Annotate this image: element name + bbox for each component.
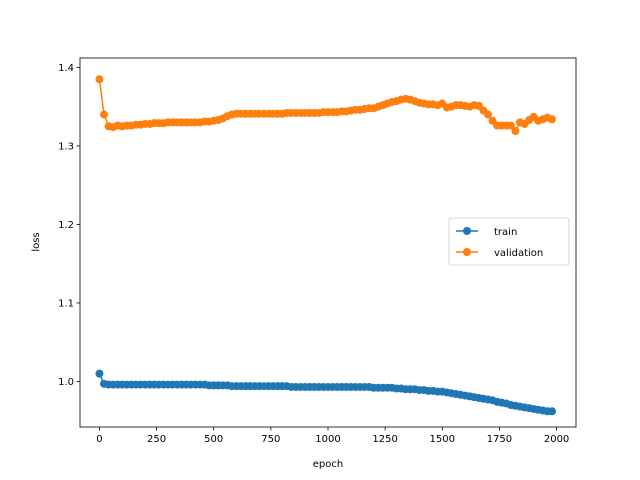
series-train — [95, 369, 556, 416]
x-tick-label: 1000 — [315, 434, 340, 445]
series-validation — [95, 75, 556, 136]
legend: train validation — [448, 217, 570, 266]
y-tick-label: 1.4 — [58, 63, 74, 74]
x-tick-label: 750 — [261, 434, 280, 445]
validation-point — [511, 127, 520, 136]
x-axis-label: epoch — [313, 459, 343, 470]
legend-validation-label: validation — [494, 248, 543, 259]
y-axis-label: loss — [31, 232, 42, 251]
plot-frame — [79, 57, 577, 428]
validation-point — [100, 110, 108, 119]
y-tick-label: 1.1 — [58, 298, 74, 309]
y-tick-label: 1.0 — [58, 377, 74, 388]
x-tick-label: 1750 — [487, 434, 512, 445]
x-tick-label: 0 — [96, 434, 102, 445]
ticks-layer: 0 250 500 750 1000 1250 1500 1750 2000 1.0 1.1 1.2 1… — [58, 63, 569, 445]
x-tick-label: 500 — [204, 434, 223, 445]
series-layer — [95, 75, 556, 416]
x-tick-label: 2000 — [544, 434, 569, 445]
x-tick-label: 250 — [147, 434, 166, 445]
x-tick-label: 1250 — [372, 434, 397, 445]
validation-point — [548, 115, 556, 124]
legend-validation-marker — [463, 248, 471, 256]
legend-train-label: train — [494, 227, 517, 238]
validation-point — [506, 121, 515, 130]
x-tick-label: 1500 — [430, 434, 455, 445]
validation-point — [484, 110, 492, 119]
y-tick-label: 1.3 — [58, 141, 74, 152]
train-point — [548, 407, 556, 416]
legend-train-marker — [463, 227, 471, 235]
legend-box — [448, 217, 570, 266]
validation-point — [95, 75, 104, 84]
train-point — [95, 369, 104, 378]
y-tick-label: 1.2 — [58, 220, 74, 231]
